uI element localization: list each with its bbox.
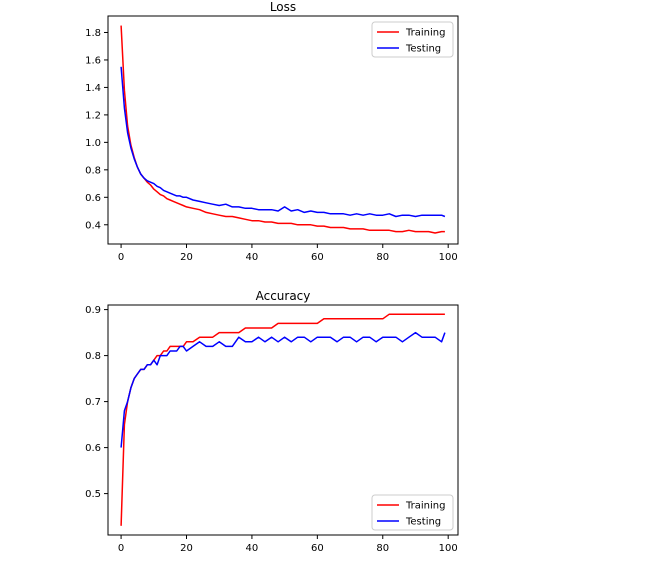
legend: Training Testing bbox=[371, 494, 454, 531]
plot-frame bbox=[107, 15, 459, 245]
legend-label-testing: Testing bbox=[405, 517, 441, 528]
x-tick-label: 20 bbox=[180, 543, 193, 554]
x-tick-label: 80 bbox=[376, 252, 389, 263]
y-tick-label: 0.5 bbox=[85, 489, 101, 500]
y-tick-label: 1.2 bbox=[85, 110, 101, 121]
x-tick-label: 0 bbox=[118, 543, 124, 554]
y-tick-label: 0.7 bbox=[85, 397, 101, 408]
x-tick-label: 20 bbox=[180, 252, 193, 263]
y-tick-label: 0.8 bbox=[85, 351, 101, 362]
y-tick-label: 1.4 bbox=[85, 83, 101, 94]
chart-1: Accuracy 0 20 40 60 80 100 0.5 0.6 0.7 0.8 0.9 Train… bbox=[85, 289, 459, 554]
y-tick-label: 1.6 bbox=[85, 55, 101, 66]
y-tick-label: 0.8 bbox=[85, 165, 101, 176]
legend-label-training: Training bbox=[405, 28, 445, 39]
x-tick-label: 60 bbox=[311, 252, 324, 263]
legend: Training Testing bbox=[371, 21, 454, 58]
legend-label-testing: Testing bbox=[405, 44, 441, 55]
series-line-training bbox=[120, 313, 445, 526]
series-line-testing bbox=[120, 66, 446, 218]
legend-label-training: Training bbox=[405, 501, 445, 512]
x-tick-label: 0 bbox=[118, 252, 124, 263]
x-tick-label: 40 bbox=[246, 252, 259, 263]
x-tick-label: 60 bbox=[311, 543, 324, 554]
y-tick-label: 0.6 bbox=[85, 193, 101, 204]
y-tick-label: 0.9 bbox=[85, 305, 101, 316]
series-line-training bbox=[120, 25, 445, 234]
chart-0: Loss 0 20 40 60 80 100 0.4 0.6 0.8 1.0 1.2 1.4 1.6 1.8… bbox=[85, 0, 459, 263]
x-tick-label: 100 bbox=[439, 543, 458, 554]
chart-title: Accuracy bbox=[256, 289, 311, 303]
x-tick-label: 80 bbox=[376, 543, 389, 554]
series-line-testing bbox=[120, 331, 446, 448]
y-tick-label: 0.4 bbox=[85, 220, 101, 231]
y-tick-label: 1.8 bbox=[85, 28, 101, 39]
chart-title: Loss bbox=[270, 0, 296, 14]
y-tick-label: 0.6 bbox=[85, 443, 101, 454]
y-tick-label: 1.0 bbox=[85, 138, 101, 149]
x-tick-label: 100 bbox=[439, 252, 458, 263]
plot-frame bbox=[107, 304, 459, 536]
x-tick-label: 40 bbox=[246, 543, 259, 554]
